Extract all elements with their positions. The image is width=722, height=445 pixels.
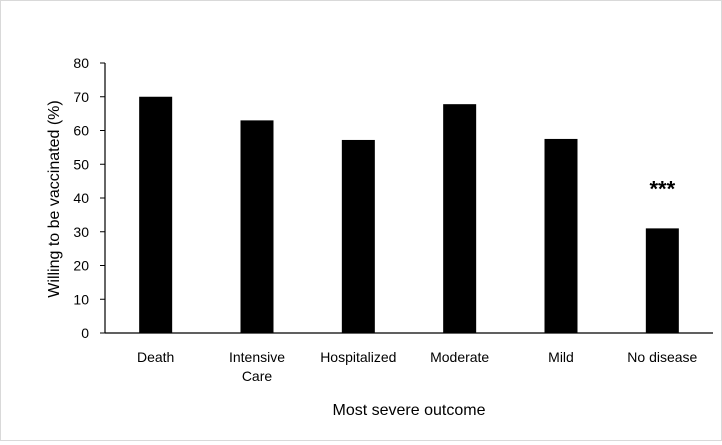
x-tick-label: Death (137, 349, 174, 365)
x-tick-label: No disease (627, 349, 697, 365)
y-tick-label: 10 (73, 291, 89, 307)
y-tick-label: 70 (73, 89, 89, 105)
x-axis: Death Intensive Care Hospitalized Moderate Mi… (105, 332, 713, 384)
x-tick-label: Intensive Care (229, 349, 285, 384)
bar (341, 139, 375, 333)
x-tick-label-line: Death (137, 349, 174, 365)
y-tick-label: 60 (73, 123, 89, 139)
bar (443, 104, 477, 333)
x-tick-label-line: Hospitalized (320, 349, 396, 365)
bar (240, 120, 274, 333)
y-tick-label: 40 (73, 190, 89, 206)
bar (139, 96, 173, 333)
x-axis-title: Most severe outcome (333, 402, 486, 419)
y-axis: 0 10 20 30 40 50 60 70 80 (73, 55, 106, 341)
x-tick-label: Moderate (430, 349, 489, 365)
x-tick-label: Hospitalized (320, 349, 396, 365)
x-tick-label-line: Mild (548, 349, 574, 365)
y-tick-label: 20 (73, 258, 89, 274)
bars (139, 96, 679, 333)
y-tick-label: 30 (73, 224, 89, 240)
annotations: *** (649, 176, 675, 201)
y-tick-label: 80 (73, 55, 89, 71)
x-tick-label: Mild (548, 349, 574, 365)
y-tick-label: 50 (73, 156, 89, 172)
x-tick-label-line: Moderate (430, 349, 489, 365)
y-tick-label: 0 (81, 325, 89, 341)
bar (544, 138, 578, 333)
x-tick-label-line: Care (242, 368, 273, 384)
y-axis-title: Willing to be vaccinated (%) (46, 100, 63, 297)
bar (645, 228, 679, 333)
significance-marker: *** (649, 176, 675, 201)
x-tick-label-line: Intensive (229, 349, 285, 365)
x-tick-label-line: No disease (627, 349, 697, 365)
